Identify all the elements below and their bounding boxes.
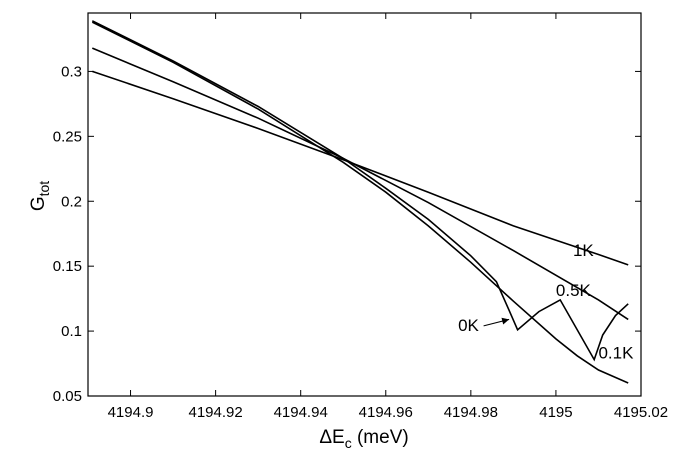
y-tick-label: 0.05 xyxy=(53,388,82,405)
series-line-1K xyxy=(92,70,629,266)
x-tick-label: 4194.98 xyxy=(444,404,498,421)
x-tick-label: 4194.94 xyxy=(274,404,328,421)
x-tick-label: 4194.92 xyxy=(188,404,242,421)
ticks xyxy=(88,13,642,397)
annotation-label: 0K xyxy=(458,316,479,335)
y-axis-title: Gtot xyxy=(28,181,52,211)
tick-labels: 4194.9 4194.92 4194.94 4194.96 4194.98 4195 41… xyxy=(53,63,668,421)
annotation-label: 0.1K xyxy=(598,343,634,362)
series-line-0K xyxy=(91,20,629,362)
arrow-head-icon xyxy=(501,317,510,325)
plot-area xyxy=(87,12,642,397)
series-line-0.5K xyxy=(91,47,629,321)
y-tick-label: 0.3 xyxy=(61,63,82,80)
x-axis-title: ΔEc (meV) xyxy=(319,427,408,451)
x-tick-label: 4195 xyxy=(539,404,572,421)
annotation-label: 1K xyxy=(573,241,594,260)
annotation-label: 0.5K xyxy=(556,281,592,300)
series-line-0.1K xyxy=(91,21,629,384)
y-tick-label: 0.25 xyxy=(53,128,82,145)
y-tick-label: 0.1 xyxy=(61,323,82,340)
x-tick-label: 4194.9 xyxy=(108,404,154,421)
series-lines xyxy=(91,20,629,384)
y-tick-label: 0.15 xyxy=(53,258,82,275)
x-tick-label: 4194.96 xyxy=(359,404,413,421)
y-tick-label: 0.2 xyxy=(61,193,82,210)
annotations: 1K 0.5K 0K 0.1K xyxy=(458,241,634,363)
x-tick-label: 4195.02 xyxy=(614,404,668,421)
